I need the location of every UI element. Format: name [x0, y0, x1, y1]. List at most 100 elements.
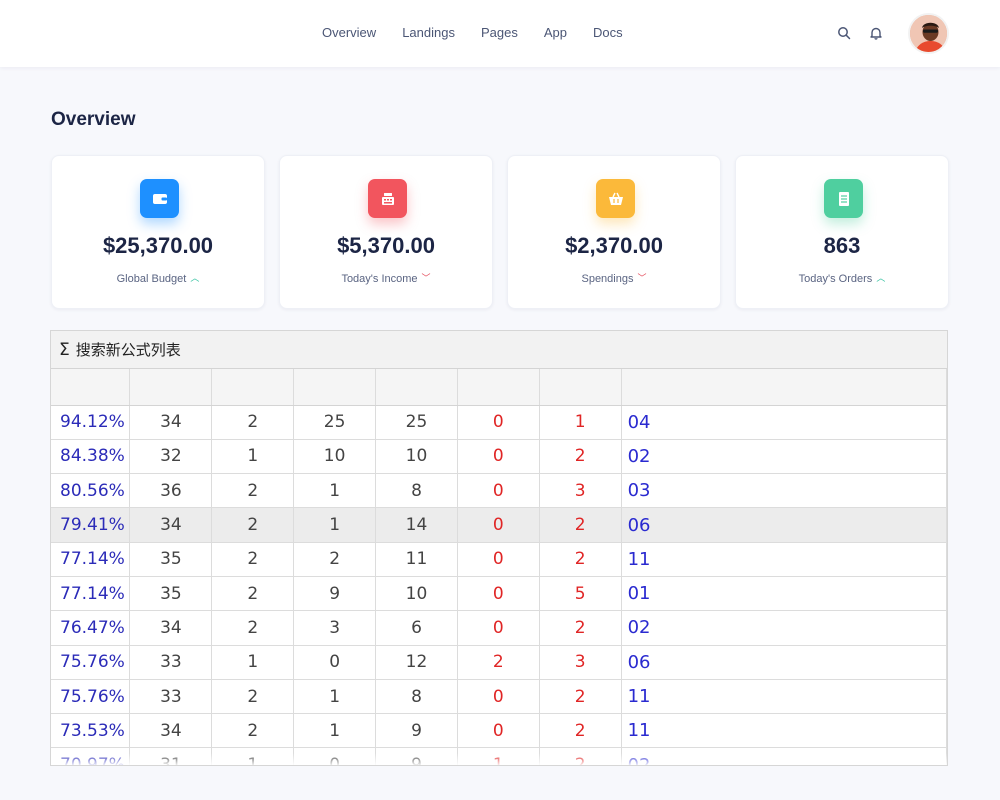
column-header[interactable] [457, 369, 540, 406]
user-avatar[interactable] [908, 13, 949, 54]
table-cell: 04 [621, 405, 947, 440]
stat-card-todays-income[interactable]: $5,370.00 Today's Income ﹀ [279, 155, 493, 309]
column-header[interactable] [539, 369, 622, 406]
table-cell: 75.76% [51, 679, 131, 715]
table-row[interactable]: 84.38% 32 1 10 10 0 2 02 [51, 439, 947, 475]
table-cell: 2 [539, 507, 622, 543]
table-cell: 2 [211, 542, 295, 577]
column-header[interactable] [293, 369, 377, 406]
table-cell: 0 [293, 645, 377, 680]
stat-value: $25,370.00 [102, 233, 214, 258]
column-header[interactable] [375, 369, 458, 406]
table-cell: 2 [211, 576, 295, 612]
table-cell: 14 [375, 507, 458, 543]
stat-value: $5,370.00 [337, 233, 435, 258]
table-row[interactable]: 77.14% 35 2 2 11 0 2 11 [51, 542, 947, 577]
table-cell: 2 [211, 610, 295, 646]
table-cell: 10 [375, 576, 458, 612]
table-row[interactable]: 76.47% 34 2 3 6 0 2 02 [51, 610, 947, 646]
table-row[interactable]: 94.12% 34 2 25 25 0 1 04 [51, 405, 947, 440]
table-cell: 1 [211, 439, 295, 475]
table-cell: 25 [375, 405, 458, 440]
formula-table: 94.12% 34 2 25 25 0 1 04 84.38% 32 1 10 10 0 2 02 80.56%… [51, 369, 947, 765]
nav-pages[interactable]: Pages [480, 25, 518, 40]
table-cell: 0 [457, 610, 540, 646]
table-cell: 34 [129, 713, 213, 749]
table-cell: 9 [293, 576, 377, 612]
trend-down-icon: ﹀ [421, 273, 431, 283]
stat-card-global-budget[interactable]: $25,370.00 Global Budget ︿ [51, 155, 265, 309]
table-title: 搜索新公式列表 [75, 341, 181, 359]
column-header[interactable] [211, 369, 295, 406]
table-cell: 25 [293, 405, 377, 440]
stat-card-todays-orders[interactable]: 863 Today's Orders ︿ [735, 155, 949, 309]
table-cell: 0 [457, 542, 540, 577]
sigma-icon: Σ [59, 339, 70, 360]
nav-landings[interactable]: Landings [402, 25, 455, 40]
table-row[interactable]: 75.76% 33 1 0 12 2 3 06 [51, 645, 947, 680]
table-cell: 06 [621, 645, 947, 680]
table-row[interactable]: 80.56% 36 2 1 8 0 3 03 [51, 473, 947, 509]
table-cell: 0 [293, 747, 377, 765]
table-cell: 3 [293, 610, 377, 646]
column-header[interactable] [51, 369, 131, 406]
table-cell: 10 [375, 439, 458, 475]
search-icon[interactable] [837, 26, 851, 40]
table-cell: 0 [457, 439, 540, 475]
trend-up-icon: ︿ [876, 273, 886, 283]
top-navbar: Overview Landings Pages App Docs [0, 0, 1000, 67]
table-cell: 9 [375, 747, 458, 765]
table-cell: 80.56% [51, 473, 131, 509]
table-cell: 2 [211, 507, 295, 543]
table-cell: 2 [211, 405, 295, 440]
stat-label: Today's Orders ︿ [798, 273, 886, 285]
table-cell: 2 [539, 713, 622, 749]
table-cell: 33 [129, 679, 213, 715]
table-cell: 2 [457, 645, 540, 680]
stat-label: Spendings ﹀ [581, 273, 647, 285]
cash-register-icon [368, 179, 407, 218]
table-cell: 0 [457, 576, 540, 612]
table-cell: 5 [539, 576, 622, 612]
nav-docs[interactable]: Docs [592, 25, 623, 40]
table-cell: 31 [129, 747, 213, 765]
avatar-photo [910, 15, 947, 52]
table-cell: 0 [457, 679, 540, 715]
table-cell: 11 [621, 542, 947, 577]
table-cell: 2 [539, 542, 622, 577]
table-cell: 0 [457, 405, 540, 440]
column-header[interactable] [621, 369, 947, 406]
column-header[interactable] [129, 369, 213, 406]
table-cell: 35 [129, 576, 213, 612]
table-cell: 75.76% [51, 645, 131, 680]
table-cell: 03 [621, 473, 947, 509]
nav-app[interactable]: App [543, 25, 567, 40]
table-cell: 2 [539, 679, 622, 715]
table-row[interactable]: 73.53% 34 2 1 9 0 2 11 [51, 713, 947, 749]
table-cell: 01 [621, 576, 947, 612]
table-cell: 12 [375, 645, 458, 680]
table-cell: 79.41% [51, 507, 131, 543]
bell-icon[interactable] [869, 26, 883, 40]
table-cell: 77.14% [51, 576, 131, 612]
table-row[interactable]: 77.14% 35 2 9 10 0 5 01 [51, 576, 947, 612]
table-title-bar: Σ 搜索新公式列表 [51, 331, 947, 369]
table-cell: 1 [211, 645, 295, 680]
table-cell: 1 [457, 747, 540, 765]
table-cell: 2 [293, 542, 377, 577]
nav-overview[interactable]: Overview [322, 25, 377, 40]
table-cell: 34 [129, 507, 213, 543]
table-cell: 77.14% [51, 542, 131, 577]
table-row[interactable]: 75.76% 33 2 1 8 0 2 11 [51, 679, 947, 715]
page-title: Overview [51, 109, 136, 130]
stat-value: $2,370.00 [565, 233, 663, 258]
table-cell: 34 [129, 610, 213, 646]
table-row[interactable]: 70.97% 31 1 0 9 1 2 02 [51, 747, 947, 765]
trend-down-icon: ﹀ [637, 273, 647, 283]
table-cell: 8 [375, 473, 458, 509]
stat-card-spendings[interactable]: $2,370.00 Spendings ﹀ [507, 155, 721, 309]
table-cell: 94.12% [51, 405, 131, 440]
table-cell: 02 [621, 610, 947, 646]
table-cell: 32 [129, 439, 213, 475]
table-row[interactable]: 79.41% 34 2 1 14 0 2 06 [51, 507, 947, 543]
